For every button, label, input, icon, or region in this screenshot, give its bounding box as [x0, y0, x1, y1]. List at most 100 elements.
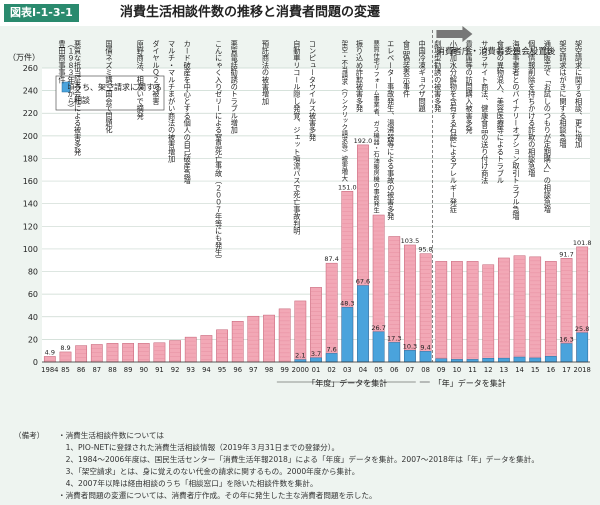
y-tick-label: 120: [23, 222, 38, 231]
annotation-text: 個人情報削除を持ちかける詐欺の相談急増: [528, 39, 537, 178]
data-label: 87.4: [324, 255, 338, 263]
x-tick-label: 91: [155, 366, 164, 374]
x-tick-label: 88: [108, 366, 117, 374]
data-label: 67.6: [356, 278, 370, 286]
figure-label: 図表Ⅰ-1-3-1: [4, 4, 79, 22]
annotation-text: 架空・不当請求（ワンクリック請求等）被害増大: [340, 40, 348, 183]
annotation-text: 食品の異物混入、美容医療等によるトラブル: [496, 39, 505, 184]
bar-total: [169, 340, 181, 363]
notes-body: ・消費生活相談件数については 1、PIO-NETに登録された消費生活相談情報（2…: [58, 430, 594, 502]
bar-fictitious-billing: [529, 357, 542, 363]
bar-total: [466, 261, 479, 363]
data-label: 91.7: [559, 250, 573, 258]
bar-fictitious-billing: [544, 356, 557, 363]
annotation-text: 預託商法の被害増加: [262, 39, 271, 106]
bar-chart: 020406080100120140160180200220240260（万件）…: [8, 26, 592, 388]
note-line: ・消費者問題の変遷については、消費者庁作成。その年に発生した主な消費者問題を示し…: [58, 491, 377, 500]
x-tick-label: 99: [280, 366, 289, 374]
annotation-text: ダイヤルＱ２の被害: [152, 39, 161, 106]
data-label: 192.0: [354, 137, 373, 145]
y-tick-label: 200: [23, 132, 38, 141]
bar-fictitious-billing: [513, 356, 526, 363]
x-tick-label: 94: [202, 366, 211, 374]
data-label: 101.8: [573, 239, 592, 247]
x-tick-label: 01: [312, 366, 321, 374]
x-tick-label: 12: [484, 366, 493, 374]
bar-fictitious-billing: [341, 307, 354, 363]
annotation-text: エレベーター事故発生、湯沸器等による事故の被害多発: [387, 40, 396, 221]
data-label: 103.5: [401, 237, 420, 245]
x-tick-label: 05: [374, 366, 383, 374]
note-line: 3、「架空請求」とは、身に覚えのない代金の請求に関するもの。2000年度から集計…: [58, 467, 360, 476]
annotation-text: 悪質住宅リフォーム事業者、ガス機器・石油暖房機の事故発生: [372, 40, 379, 213]
x-tick-label: 98: [265, 366, 274, 374]
x-tick-label: 86: [77, 366, 86, 374]
arrow-right-icon: [436, 26, 473, 42]
annotation-text: 通信販売で「お試しのつもりが定期購入」の相談急増: [543, 39, 552, 214]
note-line: 2、1984～2006年度は、国民生活センター「消費生活年報2018」による「年…: [58, 455, 539, 464]
x-tick-label: 89: [124, 366, 133, 374]
x-tick-label: 02: [327, 366, 336, 374]
annotation-text: カード破産を中心とする個人の自己破産急増: [183, 40, 192, 185]
data-label: 95.8: [418, 246, 432, 254]
y-tick-label: 20: [28, 335, 38, 344]
data-label: 2.1: [295, 352, 305, 360]
bar-total: [90, 344, 103, 363]
y-tick-label: 160: [23, 177, 38, 186]
annotation-text: 海外事業者とのバイナリーオプション取引トラブル急増: [512, 39, 521, 221]
x-tick-label: 17: [562, 366, 571, 374]
x-tick-label: 97: [249, 366, 258, 374]
x-tick-label: 09: [437, 366, 446, 374]
legend-box: [55, 75, 165, 111]
note-line: ・消費生活相談件数については: [58, 431, 164, 440]
x-tick-label: 08: [421, 366, 430, 374]
notes-label: （備考）: [14, 431, 45, 440]
bar-total: [544, 261, 557, 363]
data-label: 4.9: [45, 348, 55, 356]
annotation-text: 振り込め詐欺被害多発: [355, 39, 364, 113]
annotation-text: 原野商法、相次いで摘発: [136, 40, 145, 120]
data-label: 3.7: [311, 350, 321, 358]
x-tick-label: 2018: [574, 366, 591, 374]
x-tick-label: 03: [343, 366, 352, 374]
data-label: 151.0: [338, 183, 357, 191]
bar-total: [247, 315, 260, 363]
y-tick-label: 60: [28, 290, 38, 299]
y-tick-label: 0: [33, 358, 38, 367]
x-tick-label: 87: [92, 366, 101, 374]
agency-note: 消費者庁・消費者委員会設置後: [436, 46, 556, 57]
y-tick-label: 140: [23, 200, 38, 209]
x-tick-label: 1984: [41, 366, 58, 374]
annotation-text: 悪質電話勧誘のトラブル増加: [230, 40, 239, 135]
x-tick-label: 04: [359, 366, 368, 374]
x-tick-label: 95: [218, 366, 227, 374]
annotation-text: マルチ・マルチまがい商法の被害増加: [168, 40, 177, 164]
annotation-text: コンピュータウイルス被害多発: [309, 40, 318, 142]
data-label: 7.6: [326, 345, 336, 353]
fiscal-period-label: 「年度」データを集計: [307, 378, 387, 388]
y-tick-label: 100: [23, 245, 38, 254]
x-tick-label: 93: [186, 366, 195, 374]
annotation-text: 食品偽装表示事件: [402, 39, 411, 98]
x-tick-label: 15: [531, 366, 540, 374]
legend-label: うち、架空請求に関する: [74, 82, 162, 92]
annotation-text: 中国冷凍ギョウザ問題: [418, 39, 427, 113]
annotation-text: 自動車リコール隠し発覚、ジェット噴流バスで死亡事故判明: [293, 39, 302, 235]
data-label: 10.3: [403, 342, 417, 350]
bar-fictitious-billing: [435, 358, 448, 363]
bar-fictitious-billing: [388, 342, 401, 363]
bar-fictitious-billing: [404, 350, 416, 363]
annotation-text: 小麦加水分解物を含有する石鹸によるアレルギー発症: [449, 39, 458, 214]
annotation-text: こんにゃく入りゼリーによる窒息死亡事故（２００７年等にも発生）: [215, 40, 224, 263]
y-tick-label: 180: [23, 154, 38, 163]
x-tick-label: 92: [171, 366, 180, 374]
y-tick-label: 40: [28, 313, 38, 322]
bar-total: [184, 336, 197, 363]
annotation-text: 悪質な抵当証券会社による被害多発: [74, 40, 83, 156]
x-tick-label: 16: [547, 366, 556, 374]
bar-total: [451, 261, 463, 363]
annotation-text: （１９８３年頃から）: [67, 40, 76, 112]
annotation-text: 劇場型勧誘の被害多発: [434, 39, 443, 113]
figure-header: 図表Ⅰ-1-3-1 消費生活相談件数の推移と消費者問題の変遷: [0, 0, 600, 26]
bar-total: [529, 256, 542, 363]
